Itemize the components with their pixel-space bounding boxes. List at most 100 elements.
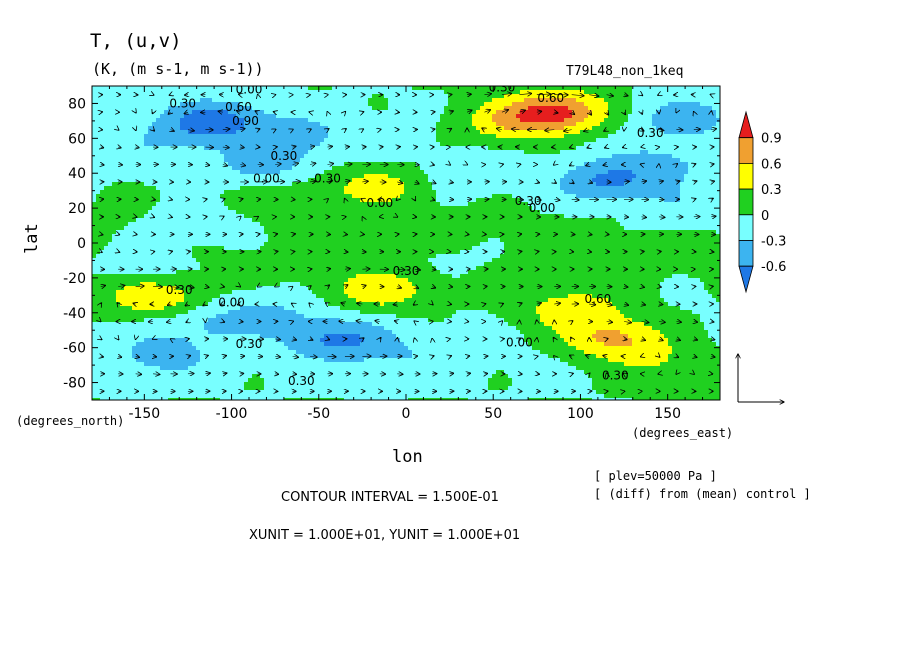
- field-cell: [640, 146, 645, 151]
- field-cell: [472, 110, 477, 115]
- field-cell: [684, 142, 689, 147]
- field-cell: [320, 206, 325, 211]
- field-cell: [172, 118, 177, 123]
- field-cell: [644, 146, 649, 151]
- field-cell: [540, 114, 545, 119]
- field-cell: [524, 86, 529, 91]
- field-cell: [152, 158, 157, 163]
- field-cell: [504, 210, 509, 215]
- field-cell: [504, 186, 509, 191]
- field-cell: [244, 150, 249, 155]
- field-cell: [288, 166, 293, 171]
- field-cell: [228, 122, 233, 127]
- field-cell: [548, 178, 553, 183]
- field-cell: [696, 146, 701, 151]
- field-cell: [288, 190, 293, 195]
- field-cell: [216, 178, 221, 183]
- field-cell: [200, 186, 205, 191]
- field-cell: [340, 142, 345, 147]
- field-cell: [156, 198, 161, 203]
- field-cell: [452, 202, 457, 207]
- field-cell: [132, 114, 137, 119]
- field-cell: [104, 98, 109, 103]
- field-cell: [544, 174, 549, 179]
- field-cell: [308, 142, 313, 147]
- field-cell: [636, 118, 641, 123]
- field-cell: [492, 186, 497, 191]
- field-cell: [148, 150, 153, 155]
- field-cell: [544, 118, 549, 123]
- field-cell: [392, 202, 397, 207]
- field-cell: [196, 166, 201, 171]
- field-cell: [300, 94, 305, 99]
- field-cell: [388, 130, 393, 135]
- field-cell: [252, 118, 257, 123]
- field-cell: [432, 158, 437, 163]
- field-cell: [224, 190, 229, 195]
- field-cell: [156, 126, 161, 131]
- field-cell: [552, 90, 557, 95]
- field-cell: [356, 174, 361, 179]
- field-cell: [656, 102, 661, 107]
- field-cell: [216, 90, 221, 95]
- field-cell: [628, 130, 633, 135]
- field-cell: [620, 158, 625, 163]
- field-cell: [376, 146, 381, 151]
- field-cell: [628, 186, 633, 191]
- field-cell: [144, 146, 149, 151]
- field-cell: [304, 154, 309, 159]
- field-cell: [484, 86, 489, 91]
- field-cell: [552, 106, 557, 111]
- field-cell: [280, 130, 285, 135]
- field-cell: [240, 122, 245, 127]
- field-cell: [716, 102, 720, 107]
- field-cell: [656, 118, 661, 123]
- field-cell: [380, 106, 385, 111]
- field-cell: [556, 206, 561, 211]
- field-cell: [476, 98, 481, 103]
- field-cell: [224, 170, 229, 175]
- field-cell: [708, 198, 713, 203]
- field-cell: [544, 122, 549, 127]
- field-cell: [188, 182, 193, 187]
- field-cell: [416, 126, 421, 131]
- field-cell: [588, 146, 593, 151]
- field-cell: [124, 130, 129, 135]
- field-cell: [320, 170, 325, 175]
- field-cell: [700, 138, 705, 143]
- field-cell: [280, 90, 285, 95]
- field-cell: [440, 94, 445, 99]
- field-cell: [212, 130, 217, 135]
- field-cell: [656, 170, 661, 175]
- field-cell: [256, 90, 261, 95]
- field-cell: [592, 138, 597, 143]
- field-cell: [420, 102, 425, 107]
- field-cell: [276, 150, 281, 155]
- field-cell: [420, 126, 425, 131]
- field-cell: [536, 126, 541, 131]
- field-cell: [220, 98, 225, 103]
- field-cell: [168, 206, 173, 211]
- field-cell: [356, 138, 361, 143]
- field-cell: [300, 106, 305, 111]
- field-cell: [368, 110, 373, 115]
- field-cell: [220, 146, 225, 151]
- field-cell: [424, 138, 429, 143]
- field-cell: [424, 190, 429, 195]
- field-cell: [328, 150, 333, 155]
- field-cell: [688, 178, 693, 183]
- field-cell: [592, 162, 597, 167]
- field-cell: [196, 142, 201, 147]
- field-cell: [252, 198, 257, 203]
- field-cell: [96, 206, 101, 211]
- field-cell: [152, 126, 157, 131]
- field-cell: [696, 170, 701, 175]
- field-cell: [344, 110, 349, 115]
- field-cell: [320, 142, 325, 147]
- field-cell: [456, 134, 461, 139]
- field-cell: [364, 134, 369, 139]
- field-cell: [516, 90, 521, 95]
- field-cell: [644, 94, 649, 99]
- field-cell: [688, 170, 693, 175]
- field-cell: [480, 158, 485, 163]
